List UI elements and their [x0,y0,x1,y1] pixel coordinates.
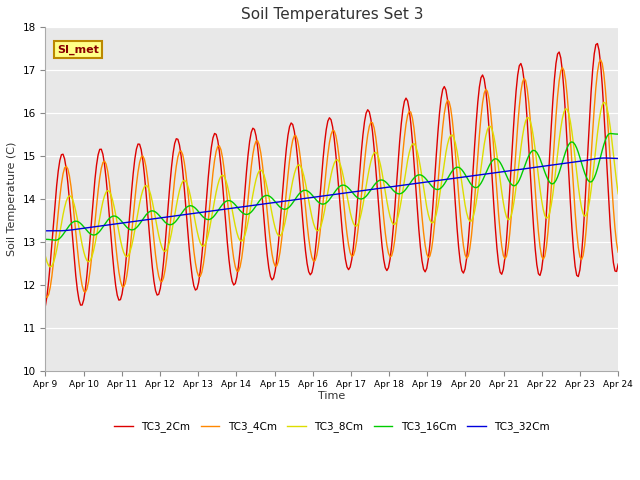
X-axis label: Time: Time [318,391,346,401]
TC3_8Cm [243,227,250,232]
TC3_2Cm [112,283,120,288]
TC3_16Cm [42,237,49,242]
TC3_16Cm [214,208,221,214]
Line: TC3_16Cm: TC3_16Cm [45,133,618,240]
TC3_8Cm [294,163,301,168]
TC3_4Cm [44,295,51,300]
Line: TC3_8Cm: TC3_8Cm [45,102,618,267]
TC3_16Cm [233,204,241,210]
TC3_16Cm [614,131,622,137]
TC3_32Cm [42,228,49,234]
Y-axis label: Soil Temperature (C): Soil Temperature (C) [7,142,17,256]
TC3_32Cm [584,157,592,163]
TC3_4Cm [243,212,250,218]
TC3_16Cm [113,214,121,220]
Legend: TC3_2Cm, TC3_4Cm, TC3_8Cm, TC3_16Cm, TC3_32Cm: TC3_2Cm, TC3_4Cm, TC3_8Cm, TC3_16Cm, TC3… [110,417,554,436]
TC3_8Cm [233,230,241,236]
TC3_32Cm [614,156,622,161]
TC3_32Cm [233,204,241,210]
TC3_16Cm [243,212,250,217]
TC3_8Cm [584,207,592,213]
TC3_4Cm [294,137,301,143]
TC3_4Cm [42,293,49,299]
TC3_2Cm [241,188,249,194]
TC3_4Cm [233,268,241,274]
TC3_16Cm [584,177,592,183]
Line: TC3_32Cm: TC3_32Cm [45,158,618,231]
Line: TC3_4Cm: TC3_4Cm [45,60,618,298]
TC3_4Cm [596,57,604,62]
TC3_16Cm [51,237,59,243]
TC3_4Cm [614,249,622,255]
TC3_16Cm [294,193,301,199]
Title: Soil Temperatures Set 3: Soil Temperatures Set 3 [241,7,423,22]
Line: TC3_2Cm: TC3_2Cm [45,44,618,305]
TC3_8Cm [42,253,49,259]
TC3_8Cm [614,191,622,197]
TC3_2Cm [232,281,239,287]
TC3_16Cm [606,131,614,136]
TC3_2Cm [614,261,622,267]
TC3_4Cm [584,205,592,211]
TC3_2Cm [42,302,49,308]
TC3_2Cm [212,132,220,137]
TC3_2Cm [292,140,300,146]
TC3_32Cm [294,196,301,202]
TC3_8Cm [113,220,121,226]
TC3_8Cm [47,264,54,270]
TC3_8Cm [600,99,607,105]
TC3_2Cm [594,41,602,47]
TC3_32Cm [602,155,609,161]
TC3_32Cm [243,204,250,209]
TC3_4Cm [214,144,221,149]
TC3_4Cm [113,256,121,262]
TC3_2Cm [582,177,590,182]
TC3_8Cm [214,182,221,188]
TC3_32Cm [113,221,121,227]
TC3_32Cm [51,228,59,234]
TC3_32Cm [214,207,221,213]
Text: SI_met: SI_met [57,45,99,55]
